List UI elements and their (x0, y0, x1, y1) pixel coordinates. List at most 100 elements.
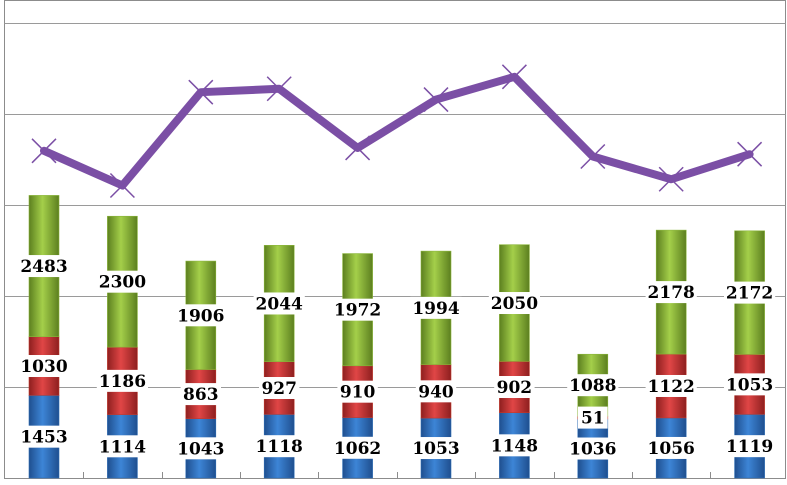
data-label-text: 940 (418, 382, 454, 402)
data-label-green: 2172 (724, 281, 776, 304)
data-label-red: 1186 (96, 369, 148, 392)
data-label-box (645, 281, 697, 304)
data-label-box (253, 435, 305, 458)
data-label-box (180, 383, 221, 406)
data-label-green: 2178 (645, 281, 697, 304)
data-label-box (410, 437, 462, 460)
data-label-green: 1994 (410, 296, 462, 319)
data-label-green: 2050 (488, 292, 540, 315)
data-label-text: 863 (183, 385, 219, 405)
data-label-text: 1053 (412, 439, 459, 459)
data-label-box (415, 380, 457, 403)
data-label-text: 1062 (334, 439, 381, 459)
data-label-text: 1994 (412, 299, 459, 319)
data-label-text: 1053 (726, 375, 773, 395)
data-label-box (259, 377, 300, 400)
data-label-box (96, 435, 148, 458)
data-label-text: 1148 (491, 436, 538, 456)
data-label-box (578, 406, 608, 429)
line-marker (580, 143, 606, 170)
data-label-box (337, 380, 378, 403)
data-label-text: 1056 (648, 439, 695, 459)
line-marker (266, 76, 292, 102)
data-label-text: 1906 (177, 306, 224, 326)
data-label-box (96, 369, 148, 392)
data-label-box (410, 296, 462, 319)
data-label-text: 2483 (20, 257, 67, 277)
data-label-red: 927 (259, 377, 300, 400)
data-label-box (567, 437, 619, 460)
line-marker (31, 138, 57, 164)
line-marker (345, 135, 371, 161)
data-label-blue: 1053 (410, 437, 462, 460)
data-label-text: 2172 (726, 284, 773, 304)
data-label-blue: 1114 (96, 435, 148, 458)
line-marker (501, 64, 527, 90)
line-series (31, 64, 763, 199)
data-label-red: 1030 (18, 355, 70, 378)
data-label-box (645, 374, 697, 397)
data-label-box (724, 435, 776, 458)
data-label-box (488, 434, 540, 457)
data-label-box (567, 374, 619, 397)
data-label-box (96, 270, 148, 293)
data-label-red: 1122 (645, 374, 697, 397)
data-label-text: 1119 (726, 437, 773, 457)
data-label-box (645, 436, 697, 459)
data-labels: 1453 1030 2483 1114 1186 2300 1043 863 1906 1118 9… (18, 255, 776, 460)
data-label-box (253, 292, 305, 315)
line-marker (188, 79, 214, 105)
data-label-box (175, 437, 227, 460)
trend-line (40, 72, 754, 190)
data-label-text: 927 (261, 379, 297, 399)
data-label-green: 2483 (18, 255, 70, 278)
data-label-blue: 1453 (18, 425, 70, 448)
data-label-text: 1030 (20, 357, 67, 377)
data-label-box (724, 373, 776, 396)
data-label-text: 1088 (569, 376, 616, 396)
data-label-text: 51 (581, 409, 605, 429)
data-label-text: 2178 (648, 283, 695, 303)
data-label-green: 1972 (332, 298, 384, 321)
data-label-text: 902 (497, 378, 533, 398)
line-marker (737, 141, 763, 167)
data-label-text: 1453 (20, 428, 67, 448)
data-label-box (488, 292, 540, 315)
data-label-box (18, 355, 70, 378)
data-label-text: 2044 (256, 294, 303, 314)
plot-frame (4, 0, 786, 479)
data-label-red: 863 (180, 383, 221, 406)
data-label-box (332, 298, 384, 321)
data-label-box (175, 304, 227, 327)
data-label-blue: 1036 (567, 437, 619, 460)
data-label-red: 910 (337, 380, 378, 403)
data-label-red: 1053 (724, 373, 776, 396)
data-label-blue: 1119 (724, 435, 776, 458)
line-marker (109, 172, 135, 199)
data-label-box (494, 376, 535, 399)
data-label-text: 1114 (99, 437, 146, 457)
data-label-blue: 1056 (645, 436, 697, 459)
data-label-text: 910 (340, 383, 376, 403)
data-label-green: 2044 (253, 292, 305, 315)
data-label-green: 1088 (567, 374, 619, 397)
data-label-blue: 1118 (253, 435, 305, 458)
data-label-text: 1972 (334, 301, 381, 321)
data-label-text: 2050 (491, 294, 538, 314)
data-label-red: 940 (415, 380, 457, 403)
data-label-red: 51 (578, 406, 608, 429)
data-label-green: 1906 (175, 304, 227, 327)
line-marker (423, 87, 449, 113)
data-label-box (724, 281, 776, 304)
data-label-blue: 1043 (175, 437, 227, 460)
data-label-text: 2300 (99, 273, 146, 293)
data-label-text: 1043 (177, 439, 224, 459)
data-label-box (18, 425, 70, 448)
data-label-green: 2300 (96, 270, 148, 293)
data-label-text: 1122 (648, 377, 695, 397)
data-label-text: 1186 (99, 372, 146, 392)
data-label-box (18, 255, 70, 278)
line-marker (658, 166, 684, 192)
